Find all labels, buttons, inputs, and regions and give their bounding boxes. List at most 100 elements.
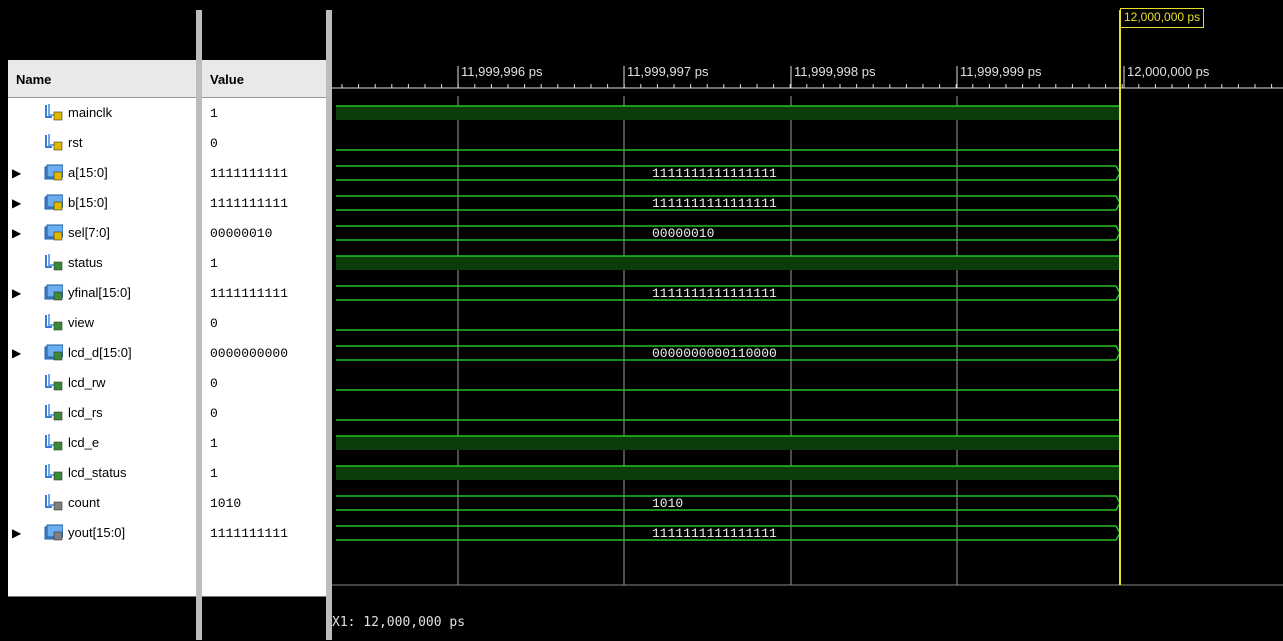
signal-row[interactable]: ▶ yout[15:0] xyxy=(8,518,196,548)
expand-arrow-icon[interactable]: ▶ xyxy=(12,196,22,210)
signal-name: yfinal[15:0] xyxy=(68,285,131,300)
signal-value: 0 xyxy=(210,316,218,331)
wave-high-fill xyxy=(336,256,1120,270)
signal-value-row[interactable]: 00000010 xyxy=(202,218,326,248)
signal-row[interactable]: ▶ sel[7:0] xyxy=(8,218,196,248)
wave-bus-trace xyxy=(336,225,1121,241)
bit-output-signal-icon xyxy=(43,313,63,331)
signal-row[interactable]: view xyxy=(8,308,196,338)
signal-value: 00000010 xyxy=(210,226,273,241)
signal-name: lcd_rw xyxy=(68,375,106,390)
bus-value-label: 1010 xyxy=(652,496,683,511)
signal-row[interactable]: lcd_rs xyxy=(8,398,196,428)
expand-arrow-icon[interactable]: ▶ xyxy=(12,166,22,180)
signal-value-row[interactable]: 1111111111 xyxy=(202,278,326,308)
wave-high-fill xyxy=(336,436,1120,450)
bus-value-label: 1111111111111111 xyxy=(652,526,777,541)
bit-output-signal-icon xyxy=(43,253,63,271)
signal-value: 0 xyxy=(210,406,218,421)
value-column-header[interactable]: Value xyxy=(202,60,326,98)
expand-arrow-icon[interactable]: ▶ xyxy=(12,226,22,240)
wave-bus-trace xyxy=(336,495,1121,511)
signal-row[interactable]: count xyxy=(8,488,196,518)
signal-name: sel[7:0] xyxy=(68,225,110,240)
signal-name: rst xyxy=(68,135,83,150)
signal-value-row[interactable]: 1010 xyxy=(202,488,326,518)
signal-value: 0000000000 xyxy=(210,346,289,361)
signal-value-row[interactable]: 1111111111 xyxy=(202,158,326,188)
signal-value-row[interactable]: 1111111111 xyxy=(202,188,326,218)
signal-value-row[interactable]: 0 xyxy=(202,398,326,428)
signal-row[interactable]: ▶ yfinal[15:0] xyxy=(8,278,196,308)
signal-value-row[interactable]: 0 xyxy=(202,128,326,158)
value-pane-top-blank xyxy=(202,10,326,61)
signal-row[interactable]: ▶ b[15:0] xyxy=(8,188,196,218)
signal-value: 1111111111 xyxy=(210,196,289,211)
pane-splitter-left[interactable] xyxy=(196,10,202,640)
bus-value-label: 00000010 xyxy=(652,226,714,241)
signal-value-list: 1 0 1111111111 1111111111 00000010 1 111111111… xyxy=(202,98,326,596)
signal-name-pane: Name mainclk rst ▶ a[15:0] ▶ b[15:0] ▶ sel[7:0]… xyxy=(8,10,196,641)
signal-row[interactable]: ▶ lcd_d[15:0] xyxy=(8,338,196,368)
value-pane-footer xyxy=(202,596,326,641)
bit-input-signal-icon xyxy=(43,133,63,151)
name-pane-footer xyxy=(8,596,196,641)
signal-value-row[interactable]: 1 xyxy=(202,98,326,128)
signal-value-row[interactable]: 1 xyxy=(202,458,326,488)
ruler-tick-label: 11,999,999 ps xyxy=(960,64,1042,79)
wave-high-fill xyxy=(336,466,1120,480)
signal-name: b[15:0] xyxy=(68,195,108,210)
x1-cursor-readout: X1: 12,000,000 ps xyxy=(332,615,466,630)
signal-value-pane: Value 1 0 1111111111 1111111111 00000010 1 111… xyxy=(202,10,326,641)
name-column-header[interactable]: Name xyxy=(8,60,196,98)
ruler-tick-label: 11,999,996 ps xyxy=(461,64,543,79)
bit-input-signal-icon xyxy=(43,103,63,121)
signal-row[interactable]: lcd_status xyxy=(8,458,196,488)
signal-value: 0 xyxy=(210,136,218,151)
signal-name: mainclk xyxy=(68,105,113,120)
signal-name-list: mainclk rst ▶ a[15:0] ▶ b[15:0] ▶ sel[7:0] statu… xyxy=(8,98,196,596)
bit-output-signal-icon xyxy=(43,403,63,421)
signal-value-row[interactable]: 0000000000 xyxy=(202,338,326,368)
signal-name: lcd_d[15:0] xyxy=(68,345,132,360)
name-pane-top-blank xyxy=(8,10,196,61)
signal-value: 1 xyxy=(210,466,218,481)
bus-input-signal-icon xyxy=(43,193,64,211)
signal-value: 1010 xyxy=(210,496,242,511)
signal-value-row[interactable]: 1 xyxy=(202,248,326,278)
signal-value: 1111111111 xyxy=(210,166,289,181)
bus-output-signal-icon xyxy=(43,343,64,361)
signal-row[interactable]: ▶ a[15:0] xyxy=(8,158,196,188)
wave-high-fill xyxy=(336,106,1120,120)
waveform-canvas[interactable]: 11,999,996 ps 11,999,997 ps 11,999,998 ps 1… xyxy=(332,10,1283,640)
expand-arrow-icon[interactable]: ▶ xyxy=(12,526,22,540)
bit-output-signal-icon xyxy=(43,433,63,451)
bus-input-signal-icon xyxy=(43,223,64,241)
signal-row[interactable]: status xyxy=(8,248,196,278)
bus-value-label: 1111111111111111 xyxy=(652,166,777,181)
bus-input-signal-icon xyxy=(43,163,64,181)
ruler-tick-label: 11,999,997 ps xyxy=(627,64,709,79)
pane-splitter-right[interactable] xyxy=(326,10,332,640)
cursor-time-label[interactable]: 12,000,000 ps xyxy=(1120,8,1205,28)
expand-arrow-icon[interactable]: ▶ xyxy=(12,346,22,360)
waveform-pane[interactable]: 11,999,996 ps 11,999,997 ps 11,999,998 ps 1… xyxy=(332,8,1283,640)
signal-value-row[interactable]: 1111111111 xyxy=(202,518,326,548)
signal-row[interactable]: lcd_rw xyxy=(8,368,196,398)
signal-value-row[interactable]: 0 xyxy=(202,308,326,338)
bit-output-signal-icon xyxy=(43,373,63,391)
signal-name: view xyxy=(68,315,95,330)
signal-row[interactable]: rst xyxy=(8,128,196,158)
expand-arrow-icon[interactable]: ▶ xyxy=(12,286,22,300)
bus-value-label: 1111111111111111 xyxy=(652,196,777,211)
signal-row[interactable]: mainclk xyxy=(8,98,196,128)
signal-name: yout[15:0] xyxy=(68,525,126,540)
bus-output-signal-icon xyxy=(43,283,64,301)
signal-row[interactable]: lcd_e xyxy=(8,428,196,458)
signal-value-row[interactable]: 1 xyxy=(202,428,326,458)
name-header-label: Name xyxy=(16,72,52,87)
signal-value: 1 xyxy=(210,106,218,121)
signal-value-row[interactable]: 0 xyxy=(202,368,326,398)
signal-value: 1 xyxy=(210,436,218,451)
